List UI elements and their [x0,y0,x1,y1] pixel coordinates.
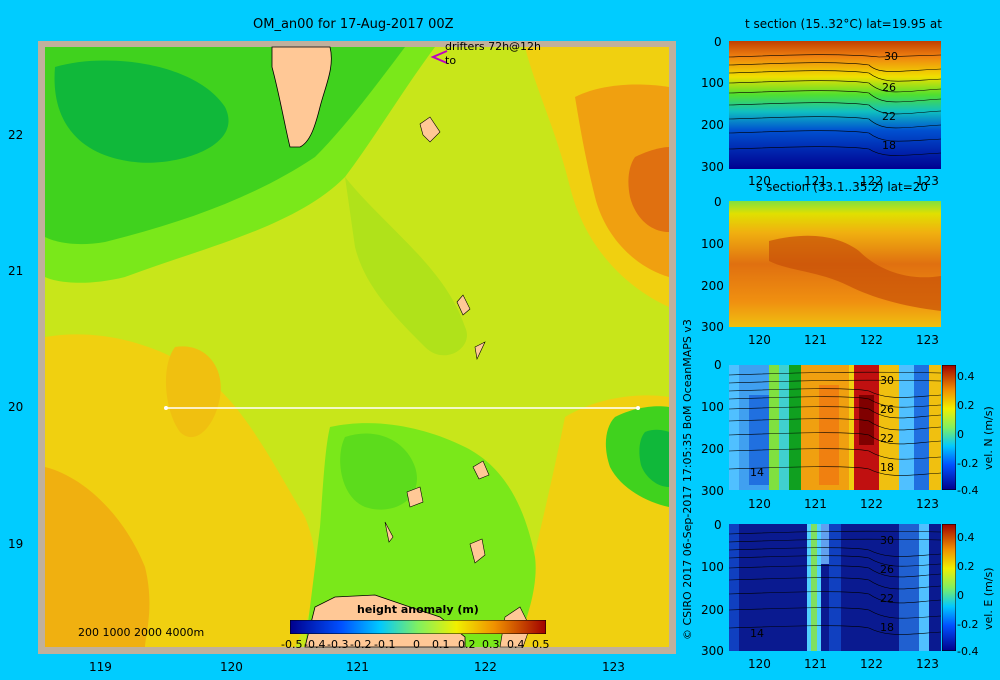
vn-colorbar [942,365,956,490]
s-section-title: s section (33.1..35.2) lat=20 [756,180,929,194]
vn-xtick: 120 [748,497,771,511]
vn-cbar-tick: 0.2 [957,399,975,412]
t-ytick: 200 [701,118,724,132]
ve-xtick: 123 [916,657,939,671]
vn-contour-label: 14 [750,466,764,479]
vn-ytick: 100 [701,400,724,414]
colorbar-tick: 0 [413,638,420,651]
colorbar-tick: -0.4 [304,638,326,651]
t-ytick: 300 [701,160,724,174]
vn-section-plot [729,365,941,490]
t-xtick: 121 [804,174,827,188]
vn-cbar-tick: 0 [957,428,964,441]
ve-ytick: 300 [701,644,724,658]
vn-cbar-label: vel. N (m/s) [982,406,995,470]
credit-text: © CSIRO 2017 06-Sep-2017 17:05:35 BoM Oc… [681,319,694,640]
colorbar-tick: -0.3 [327,638,349,651]
vn-xtick: 123 [916,497,939,511]
s-ytick: 0 [714,195,722,209]
ve-ytick: 0 [714,518,722,532]
colorbar-tick: 0.2 [458,638,476,651]
vn-ytick: 300 [701,484,724,498]
t-ytick: 100 [701,76,724,90]
ve-ytick: 200 [701,603,724,617]
ve-colorbar [942,524,956,651]
lon-tick-120: 120 [220,660,243,674]
colorbar-tick: 0.4 [507,638,525,651]
vn-contour-label: 18 [880,461,894,474]
vn-contour-label: 30 [880,374,894,387]
ve-contour-label: 14 [750,627,764,640]
lat-tick-20: 20 [8,400,24,414]
lon-tick-119: 119 [89,660,112,674]
s-section-plot [729,201,941,327]
ve-ytick: 100 [701,560,724,574]
s-ytick: 300 [701,320,724,334]
t-xtick: 122 [860,174,883,188]
vn-xtick: 121 [804,497,827,511]
t-xtick: 120 [748,174,771,188]
ve-section-plot [729,524,941,651]
lon-tick-122: 122 [474,660,497,674]
ve-cbar-tick: 0 [957,589,964,602]
ve-contour-label: 22 [880,592,894,605]
t-contour-label: 30 [884,50,898,63]
ve-cbar-tick: -0.4 [957,645,979,658]
colorbar-tick: -0.2 [350,638,372,651]
colorbar-tick: -0.1 [374,638,396,651]
depth-legend: 200 1000 2000 4000m [78,626,205,639]
s-xtick: 122 [860,333,883,347]
drifters-label: drifters 72h@12h [445,40,542,53]
colorbar-title: height anomaly (m) [357,603,479,616]
ve-cbar-tick: -0.2 [957,618,979,631]
ve-contour-label: 30 [880,534,894,547]
ve-xtick: 121 [804,657,827,671]
lon-tick-123: 123 [602,660,625,674]
t-ytick: 0 [714,35,722,49]
ve-cbar-tick: 0.4 [957,531,975,544]
s-xtick: 120 [748,333,771,347]
drifters-sub-label: to [445,54,457,67]
ve-xtick: 122 [860,657,883,671]
vn-ytick: 0 [714,358,722,372]
ve-cbar-tick: 0.2 [957,560,975,573]
ve-contour-label: 18 [880,621,894,634]
vn-cbar-tick: -0.4 [957,484,979,497]
vn-xtick: 122 [860,497,883,511]
colorbar-tick: 0.5 [532,638,550,651]
map-title: OM_an00 for 17-Aug-2017 00Z [253,17,454,32]
vn-cbar-tick: 0.4 [957,370,975,383]
s-ytick: 100 [701,237,724,251]
colorbar-tick: 0.1 [432,638,450,651]
ve-contour-label: 26 [880,563,894,576]
t-contour-label: 26 [882,81,896,94]
s-xtick: 123 [916,333,939,347]
t-section-title: t section (15..32°C) lat=19.95 at [745,17,942,31]
t-contour-label: 22 [882,110,896,123]
t-xtick: 123 [916,174,939,188]
vn-cbar-tick: -0.2 [957,457,979,470]
vn-ytick: 200 [701,442,724,456]
colorbar-tick: 0.3 [482,638,500,651]
lon-tick-121: 121 [346,660,369,674]
vn-contour-label: 26 [880,403,894,416]
vn-contour-label: 22 [880,432,894,445]
map-plot [38,41,676,654]
lat-tick-21: 21 [8,264,24,278]
s-ytick: 200 [701,279,724,293]
lat-tick-19: 19 [8,537,24,551]
height-colorbar [290,620,546,634]
ve-cbar-label: vel. E (m/s) [982,567,995,630]
lat-tick-22: 22 [8,128,24,142]
t-contour-label: 18 [882,139,896,152]
ve-xtick: 120 [748,657,771,671]
s-xtick: 121 [804,333,827,347]
colorbar-tick: -0.5 [281,638,303,651]
t-section-plot [729,41,941,169]
